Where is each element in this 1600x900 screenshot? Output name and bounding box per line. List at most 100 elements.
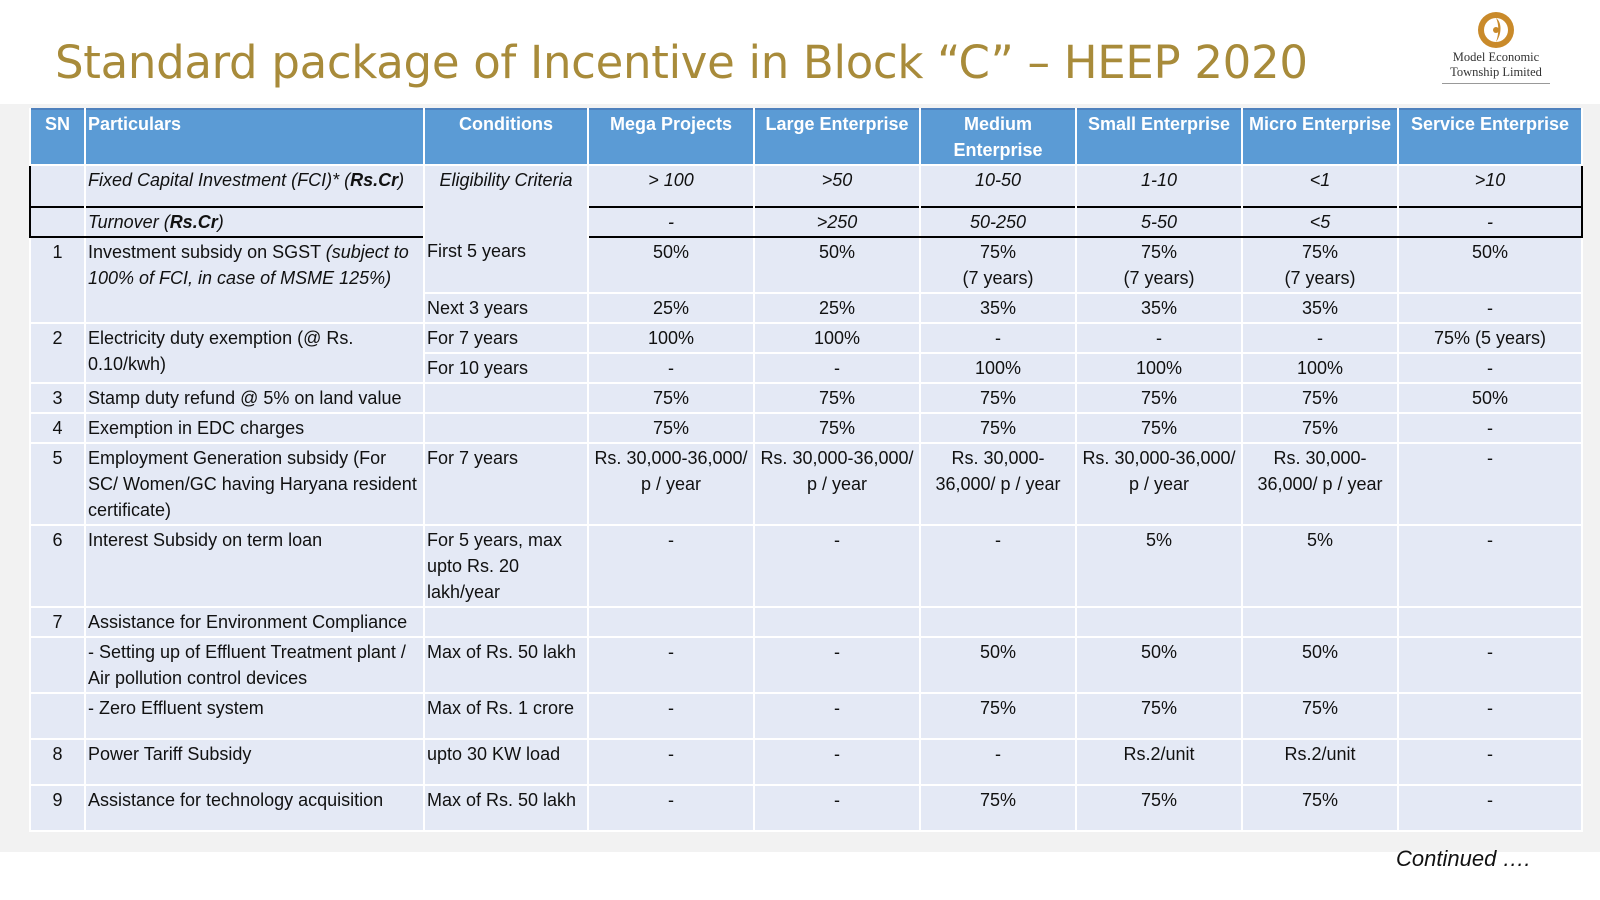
cell-mega: - [587, 693, 755, 740]
header-large-enterprise: Large Enterprise [753, 109, 921, 166]
cell-large: Rs. 30,000-36,000/ p / year [753, 443, 921, 526]
cell-micro: 75% [1241, 693, 1399, 740]
cell-condition [423, 607, 589, 638]
cell-mega: - [587, 637, 755, 694]
cell-medium: 100% [919, 353, 1077, 384]
cell-sn [29, 637, 86, 694]
cell-particular: Interest Subsidy on term loan [84, 525, 425, 608]
table-row-1a: 1 Investment subsidy on SGST (subject to… [29, 237, 1583, 324]
header-particulars: Particulars [84, 109, 425, 166]
cell-eligibility-criteria: Eligibility Criteria [423, 164, 589, 237]
cell-micro: 75% [1241, 785, 1399, 832]
cell-service: - [1397, 413, 1583, 444]
cell-sn [29, 693, 86, 740]
cell-service [1397, 607, 1583, 638]
cell-mega: - [587, 353, 755, 384]
cell-particular: Investment subsidy on SGST (subject to 1… [84, 237, 425, 324]
cell-large: - [753, 739, 921, 786]
cell-medium: 75% [919, 383, 1077, 414]
header-service-enterprise: Service Enterprise [1397, 109, 1583, 166]
cell-small: Rs.2/unit [1075, 739, 1243, 786]
cell-sn: 3 [29, 383, 86, 414]
cell-condition: For 10 years [423, 353, 589, 384]
company-logo: Model Economic Township Limited [1436, 10, 1556, 84]
cell-mega: 50% [587, 237, 755, 294]
cell-sn [29, 164, 86, 207]
cell-medium: 75% [919, 693, 1077, 740]
table-header-row: SN Particulars Conditions Mega Projects … [29, 109, 1583, 166]
cell-micro: 75% (7 years) [1241, 237, 1399, 294]
cell-turnover-medium: 50-250 [919, 206, 1077, 238]
table-row-1b: Next 3 years 25% 25% 35% 35% 35% - [30, 293, 1583, 324]
header-mega-projects: Mega Projects [587, 109, 755, 166]
cell-service: 50% [1397, 237, 1583, 294]
cell-small: 5% [1075, 525, 1243, 608]
cell-mega: - [587, 739, 755, 786]
header-sn: SN [29, 109, 86, 166]
table-row-7a: - Setting up of Effluent Treatment plant… [29, 637, 1583, 694]
cell-condition: For 5 years, max upto Rs. 20 lakh/year [423, 525, 589, 608]
cell-service: - [1397, 353, 1583, 384]
logo-text-line2: Township Limited [1450, 65, 1542, 79]
cell-mega: - [587, 525, 755, 608]
table-row-7b: - Zero Effluent system Max of Rs. 1 cror… [29, 693, 1583, 740]
cell-condition: For 7 years [423, 443, 589, 526]
cell-service: - [1397, 693, 1583, 740]
cell-medium: 75% [919, 413, 1077, 444]
cell-mega: 25% [587, 293, 755, 324]
cell-medium: Rs. 30,000-36,000/ p / year [919, 443, 1077, 526]
cell-micro: 5% [1241, 525, 1399, 608]
table-row-5: 5 Employment Generation subsidy (For SC/… [29, 443, 1583, 526]
cell-large: - [753, 525, 921, 608]
cell-large: 75% [753, 383, 921, 414]
cell-sn: 1 [29, 237, 86, 324]
cell-turnover-service: - [1397, 206, 1583, 238]
cell-small: - [1075, 323, 1243, 354]
cell-fci-mega: > 100 [587, 164, 755, 207]
cell-small: 75% (7 years) [1075, 237, 1243, 294]
cell-medium: - [919, 739, 1077, 786]
cell-particular: Assistance for technology acquisition [84, 785, 425, 832]
cell-micro: - [1241, 323, 1399, 354]
table-row-7: 7 Assistance for Environment Compliance [29, 607, 1583, 638]
cell-micro [1241, 607, 1399, 638]
header-medium-enterprise: Medium Enterprise [919, 109, 1077, 166]
cell-large: 50% [753, 237, 921, 294]
cell-particular-turnover: Turnover (Rs.Cr) [84, 206, 425, 238]
cell-service: - [1397, 785, 1583, 832]
cell-condition [423, 413, 589, 444]
cell-particular: Electricity duty exemption (@ Rs. 0.10/k… [84, 323, 425, 384]
cell-condition: Max of Rs. 1 crore [423, 693, 589, 740]
cell-condition: Max of Rs. 50 lakh [423, 785, 589, 832]
cell-service: 50% [1397, 383, 1583, 414]
cell-medium [919, 607, 1077, 638]
cell-small: 75% [1075, 413, 1243, 444]
cell-sn: 6 [29, 525, 86, 608]
cell-micro: 35% [1241, 293, 1399, 324]
cell-mega: Rs. 30,000-36,000/ p / year [587, 443, 755, 526]
cell-particular: Stamp duty refund @ 5% on land value [84, 383, 425, 414]
cell-particular: - Zero Effluent system [84, 693, 425, 740]
cell-condition: First 5 years [423, 237, 589, 294]
cell-sn: 9 [29, 785, 86, 832]
cell-service: - [1397, 293, 1583, 324]
cell-particular: Assistance for Environment Compliance [84, 607, 425, 638]
cell-condition [423, 383, 589, 414]
cell-micro: 100% [1241, 353, 1399, 384]
cell-condition: For 7 years [423, 323, 589, 354]
cell-sn: 5 [29, 443, 86, 526]
cell-large: 25% [753, 293, 921, 324]
cell-mega: 75% [587, 383, 755, 414]
cell-medium: 75% (7 years) [919, 237, 1077, 294]
cell-condition: upto 30 KW load [423, 739, 589, 786]
cell-small: 100% [1075, 353, 1243, 384]
cell-small: Rs. 30,000-36,000/ p / year [1075, 443, 1243, 526]
cell-micro: 75% [1241, 413, 1399, 444]
cell-fci-large: >50 [753, 164, 921, 207]
cell-small: 75% [1075, 383, 1243, 414]
cell-particular: - Setting up of Effluent Treatment plant… [84, 637, 425, 694]
continued-note: Continued …. [1396, 846, 1531, 871]
cell-small: 75% [1075, 693, 1243, 740]
cell-sn: 4 [29, 413, 86, 444]
table-row-8: 8 Power Tariff Subsidy upto 30 KW load -… [29, 739, 1583, 786]
